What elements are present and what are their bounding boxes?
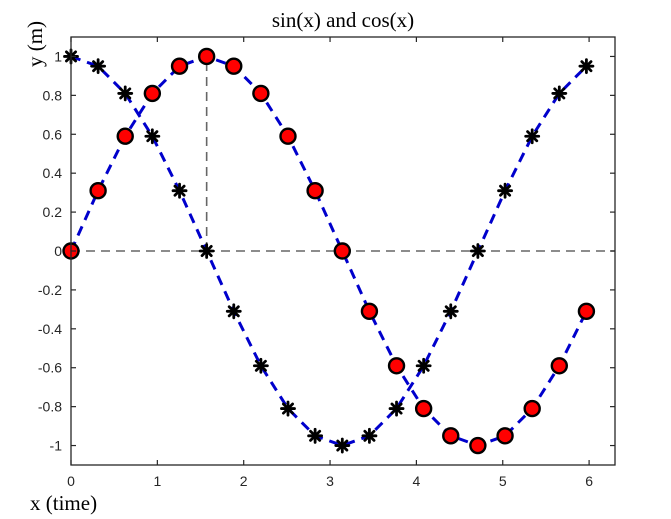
y-tick-label: 0.8 — [43, 87, 63, 103]
series-1-point — [577, 302, 596, 321]
series-1-point — [225, 57, 243, 75]
series-1-point — [360, 302, 379, 321]
series-1-point — [143, 84, 162, 103]
y-tick-label: -0.8 — [38, 399, 62, 415]
series-2-point — [280, 400, 296, 417]
series-2-point — [144, 128, 161, 145]
series-2-point — [497, 182, 513, 199]
series-2-point — [307, 427, 324, 444]
y-tick-label: 1 — [54, 48, 62, 64]
x-tick-label: 2 — [240, 473, 248, 489]
x-tick-label: 6 — [585, 473, 593, 489]
x-tick-label: 4 — [412, 473, 420, 489]
series-2-point — [334, 437, 351, 454]
series-lines — [69, 55, 588, 447]
y-tick-label: -0.2 — [38, 282, 62, 298]
series-1-point — [170, 57, 189, 75]
series-1-point — [550, 357, 569, 375]
series-1-point — [442, 427, 460, 445]
series-2-point — [252, 357, 269, 374]
series-1-point — [333, 242, 352, 260]
x-tick-label: 1 — [153, 473, 161, 489]
series-2-point — [388, 400, 405, 417]
x-tick-label: 5 — [499, 473, 507, 489]
series-1-point — [89, 181, 107, 200]
series-line-2 — [70, 55, 588, 447]
series-1-point — [523, 399, 541, 418]
y-tick-label: -1 — [50, 438, 63, 454]
series-1-point — [496, 427, 514, 445]
series-2-point — [225, 303, 242, 320]
y-axis-title: y (m) — [23, 21, 47, 67]
series-2-point — [524, 128, 541, 145]
series-2-point — [117, 85, 134, 102]
y-tick-label: 0.4 — [43, 165, 63, 181]
series-2-point — [198, 243, 215, 259]
series-1-point — [279, 127, 297, 145]
series-1-point — [387, 357, 406, 375]
x-tick-label: 3 — [326, 473, 334, 489]
y-tick-label: -0.4 — [38, 321, 62, 337]
series-1-point — [469, 436, 487, 455]
y-tick-label: -0.6 — [38, 360, 62, 376]
series-2-point — [415, 357, 432, 374]
series-1-point — [197, 47, 216, 66]
series-markers — [62, 47, 596, 455]
y-tick-label: 0 — [54, 243, 62, 259]
series-2-point — [90, 58, 107, 75]
y-tick-label: 0.2 — [43, 204, 63, 220]
series-2-point — [469, 243, 486, 259]
series-2-point — [361, 427, 378, 444]
x-tick-label: 0 — [67, 473, 75, 489]
chart-title: sin(x) and cos(x) — [272, 8, 414, 32]
y-tick-label: 0.6 — [43, 126, 63, 142]
series-2-point — [578, 58, 595, 75]
series-1-point — [252, 84, 270, 103]
series-2-point — [171, 182, 188, 199]
axis-ticks: 0 1 2 3 4 5 6 -1 -0.8 -0.6 -0.4 -0.2 0 0.2 0.4 0.6 0.8 1 — [38, 37, 615, 489]
x-axis-title: x (time) — [30, 491, 97, 515]
series-1-point — [306, 181, 324, 200]
series-1-point — [414, 399, 433, 418]
series-2-point — [442, 303, 459, 320]
series-2-point — [551, 85, 568, 102]
series-1-point — [116, 127, 134, 145]
